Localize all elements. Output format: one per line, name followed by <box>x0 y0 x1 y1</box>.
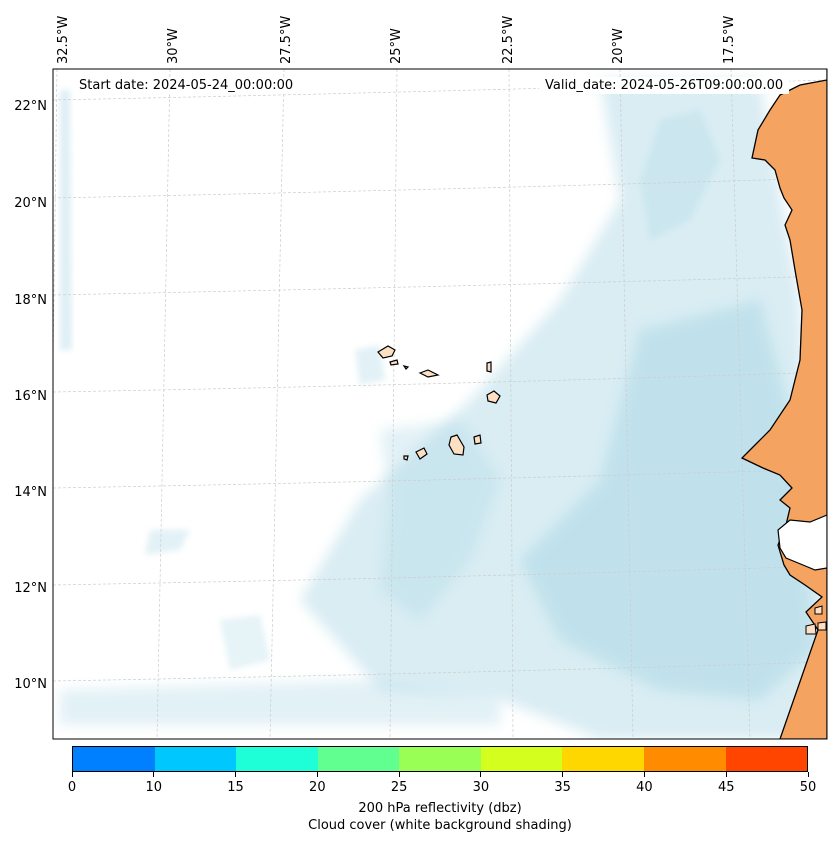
map-content <box>53 69 827 739</box>
colorbar-tick-label: 30 <box>472 780 490 795</box>
island-maio <box>473 434 482 445</box>
colorbar-tick <box>235 772 237 777</box>
colorbar-tick-label: 0 <box>67 780 77 795</box>
colorbar-segment <box>236 747 318 771</box>
colorbar-tick <box>643 772 645 777</box>
cape-verde-islands <box>377 345 501 461</box>
colorbar-segment <box>73 747 155 771</box>
colorbar-tick-label: 15 <box>227 780 244 795</box>
colorbar-tick <box>807 772 809 777</box>
colorbar-tick-label: 45 <box>717 780 735 795</box>
guinea-bissau-coast <box>777 514 827 571</box>
colorbar-segment <box>725 747 808 771</box>
lon-label: 20°W <box>611 28 626 64</box>
island-santa-luzia <box>402 365 410 370</box>
cloud-cover-shading <box>60 80 827 739</box>
lat-label: 22°N <box>14 99 47 114</box>
colorbar-title: 200 hPa reflectivity (dbz) <box>358 801 522 816</box>
colorbar-tick <box>71 772 73 777</box>
island-sal <box>486 361 492 373</box>
start-date-label: Start date: 2024-05-24_00:00:00 <box>73 77 300 94</box>
lat-label: 20°N <box>14 196 47 211</box>
island-sao-nicolau <box>418 369 440 378</box>
island-santiago <box>448 434 465 456</box>
lon-label: 17.5°W <box>722 16 737 64</box>
island-sao-vicente <box>389 359 399 366</box>
colorbar <box>72 746 808 772</box>
map-frame <box>52 68 828 740</box>
graticule <box>53 69 827 739</box>
colorbar-subtitle: Cloud cover (white background shading) <box>308 818 572 833</box>
island-brava <box>403 455 409 461</box>
africa-landmass <box>740 69 827 739</box>
colorbar-segment <box>154 747 237 771</box>
latitude-labels: 22°N 20°N 18°N 16°N 14°N 12°N 10°N <box>14 99 47 692</box>
colorbar-tick-label: 20 <box>309 780 326 795</box>
lon-label: 22.5°W <box>501 16 516 64</box>
colorbar-segment <box>562 747 644 771</box>
colorbar-tick-label: 35 <box>554 780 571 795</box>
lat-label: 10°N <box>14 677 47 692</box>
colorbar-tick <box>480 772 482 777</box>
colorbar-tick-label: 25 <box>390 780 408 795</box>
colorbar-tick <box>153 772 155 777</box>
colorbar-tick <box>398 772 400 777</box>
lat-label: 16°N <box>14 389 47 404</box>
colorbar-segment <box>399 747 481 771</box>
colorbar-tick <box>562 772 564 777</box>
island-fogo <box>415 447 428 460</box>
island-boa-vista <box>486 390 501 404</box>
lat-label: 18°N <box>14 293 47 308</box>
colorbar-tick-label: 50 <box>799 780 817 795</box>
bijagos-islands <box>805 605 827 635</box>
colorbar-segment <box>317 747 400 771</box>
lat-label: 14°N <box>14 485 47 500</box>
lon-label: 25°W <box>389 28 404 64</box>
colorbar-tick <box>316 772 318 777</box>
lon-label: 32.5°W <box>56 16 71 64</box>
lon-label: 27.5°W <box>279 16 294 64</box>
lon-label: 30°W <box>166 28 181 64</box>
colorbar-tick-label: 40 <box>636 780 653 795</box>
longitude-labels: 32.5°W 30°W 27.5°W 25°W 22.5°W 20°W 17.5… <box>56 16 737 64</box>
island-santo-antao <box>377 345 396 359</box>
colorbar-tick-label: 10 <box>145 780 163 795</box>
valid-date-label: Valid_date: 2024-05-26T09:00:00.00 <box>539 77 790 94</box>
colorbar-tick <box>725 772 727 777</box>
colorbar-segment <box>643 747 726 771</box>
colorbar-segment <box>480 747 563 771</box>
lat-label: 12°N <box>14 581 47 596</box>
